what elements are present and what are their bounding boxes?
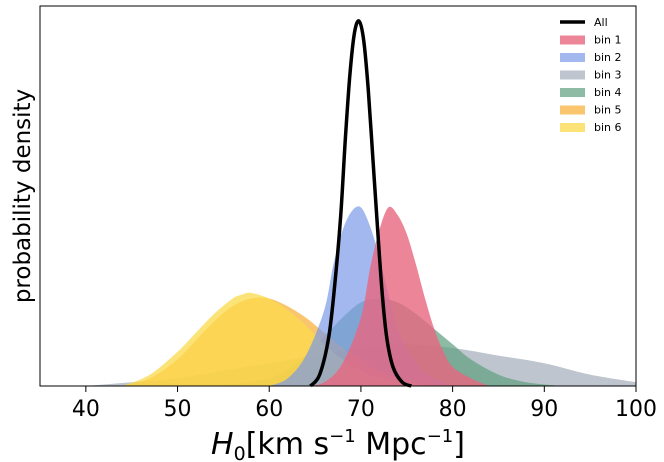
x-tick-label-100: 100: [615, 397, 657, 422]
x-tick-label-60: 60: [255, 397, 283, 422]
legend-swatch-bin-2: [560, 53, 585, 62]
plot-frame: [39, 5, 637, 387]
x-axis-label-mid: Mpc: [356, 427, 427, 462]
legend-label-bin-5: bin 5: [594, 104, 622, 117]
legend-label-bin-2: bin 2: [594, 51, 622, 64]
legend: All bin 1 bin 2 bin 3 bin 4 bin 5 bin 6: [560, 16, 622, 134]
legend-swatch-bin-1: [560, 35, 585, 45]
x-tick-label-70: 70: [347, 397, 375, 422]
legend-label-bin-3: bin 3: [594, 69, 622, 82]
legend-swatch-bin-3: [560, 70, 585, 80]
x-tick-label-50: 50: [164, 397, 192, 422]
x-axis-label-subscript: 0: [234, 443, 246, 462]
x-tick-label-90: 90: [530, 397, 558, 422]
x-axis-label: H0[km s−1 Mpc−1]: [211, 426, 465, 462]
series-bin-6: [122, 292, 435, 386]
x-tick-label-40: 40: [72, 397, 100, 422]
y-axis-label: probability density: [10, 89, 36, 303]
series-all: [309, 19, 413, 388]
x-axis-ticks: 40 50 60 70 80 90 100: [72, 386, 657, 422]
series-bin-1: [305, 206, 490, 386]
legend-swatch-bin-4: [560, 88, 585, 97]
x-axis-label-symbol: H: [211, 427, 234, 462]
x-tick-label-80: 80: [439, 397, 467, 422]
series-bin-2: [269, 206, 453, 386]
x-axis-label-exp1: −1: [329, 426, 356, 447]
x-axis-label-exp2: −1: [427, 426, 454, 447]
plot-area: [85, 19, 637, 388]
x-axis-label-end: ]: [453, 427, 465, 462]
legend-swatch-bin-6: [560, 123, 585, 132]
legend-label-bin-4: bin 4: [594, 86, 622, 99]
legend-label-all: All: [594, 16, 608, 29]
legend-label-bin-6: bin 6: [594, 121, 622, 134]
x-axis-label-units: [km s: [246, 427, 329, 462]
legend-label-bin-1: bin 1: [594, 34, 622, 47]
legend-swatch-bin-5: [560, 105, 585, 115]
